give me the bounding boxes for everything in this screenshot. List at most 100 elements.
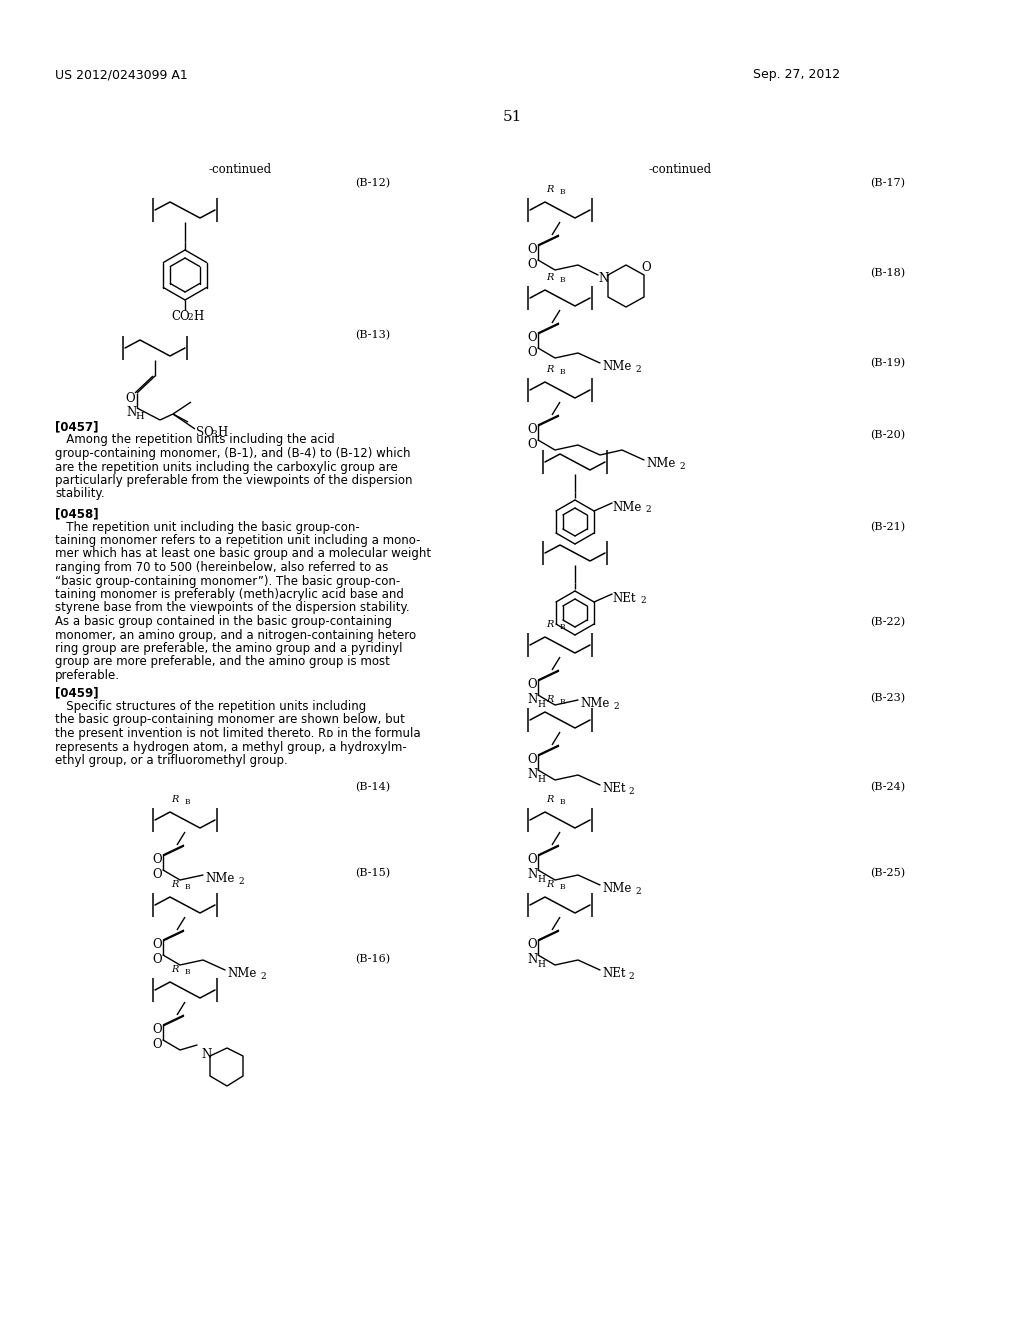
Text: taining monomer refers to a repetition unit including a mono-: taining monomer refers to a repetition u… (55, 535, 421, 546)
Text: stability.: stability. (55, 487, 104, 500)
Text: (B-12): (B-12) (355, 178, 390, 189)
Text: R: R (547, 185, 554, 194)
Text: H: H (217, 426, 227, 440)
Text: R: R (547, 795, 554, 804)
Text: (B-13): (B-13) (355, 330, 390, 341)
Text: R: R (547, 696, 554, 704)
Text: B: B (560, 276, 565, 284)
Text: O: O (152, 953, 162, 966)
Text: (B-16): (B-16) (355, 954, 390, 965)
Text: (B-24): (B-24) (870, 781, 905, 792)
Text: N: N (527, 768, 538, 781)
Text: 2: 2 (187, 313, 193, 322)
Text: NEt: NEt (602, 781, 626, 795)
Text: (B-19): (B-19) (870, 358, 905, 368)
Text: ring group are preferable, the amino group and a pyridinyl: ring group are preferable, the amino gro… (55, 642, 402, 655)
Text: (B-25): (B-25) (870, 869, 905, 878)
Text: O: O (125, 392, 134, 405)
Text: 2: 2 (635, 887, 641, 896)
Text: NMe: NMe (580, 697, 609, 710)
Text: O: O (152, 1023, 162, 1036)
Text: 2: 2 (645, 506, 650, 513)
Text: O: O (527, 257, 537, 271)
Text: the present invention is not limited thereto. Rᴅ in the formula: the present invention is not limited the… (55, 727, 421, 741)
Text: are the repetition units including the carboxylic group are: are the repetition units including the c… (55, 461, 397, 474)
Text: ranging from 70 to 500 (hereinbelow, also referred to as: ranging from 70 to 500 (hereinbelow, als… (55, 561, 388, 574)
Text: group are more preferable, and the amino group is most: group are more preferable, and the amino… (55, 656, 390, 668)
Text: B: B (560, 883, 565, 891)
Text: NMe: NMe (602, 360, 632, 374)
Text: B: B (185, 968, 190, 975)
Text: H: H (193, 310, 203, 323)
Text: R: R (547, 880, 554, 888)
Text: [0459]: [0459] (55, 686, 98, 700)
Text: US 2012/0243099 A1: US 2012/0243099 A1 (55, 69, 187, 81)
Text: NMe: NMe (205, 873, 234, 884)
Text: 2: 2 (628, 972, 634, 981)
Text: O: O (152, 939, 162, 950)
Text: (B-20): (B-20) (870, 430, 905, 441)
Text: N: N (527, 869, 538, 880)
Text: preferable.: preferable. (55, 669, 120, 682)
Text: B: B (560, 187, 565, 195)
Text: ethyl group, or a trifluoromethyl group.: ethyl group, or a trifluoromethyl group. (55, 754, 288, 767)
Text: (B-17): (B-17) (870, 178, 905, 189)
Text: N: N (126, 407, 136, 418)
Text: R: R (547, 366, 554, 374)
Text: O: O (527, 438, 537, 451)
Text: Specific structures of the repetition units including: Specific structures of the repetition un… (55, 700, 367, 713)
Text: R: R (547, 273, 554, 282)
Text: Among the repetition units including the acid: Among the repetition units including the… (55, 433, 335, 446)
Text: B: B (560, 623, 565, 631)
Text: “basic group-containing monomer”). The basic group-con-: “basic group-containing monomer”). The b… (55, 574, 400, 587)
Text: SO: SO (196, 426, 214, 440)
Text: O: O (152, 853, 162, 866)
Text: O: O (641, 261, 650, 275)
Text: the basic group-containing monomer are shown below, but: the basic group-containing monomer are s… (55, 714, 404, 726)
Text: As a basic group contained in the basic group-containing: As a basic group contained in the basic … (55, 615, 392, 628)
Text: N: N (527, 953, 538, 966)
Text: R: R (172, 795, 179, 804)
Text: O: O (527, 422, 537, 436)
Text: (B-23): (B-23) (870, 693, 905, 704)
Text: O: O (527, 331, 537, 345)
Text: O: O (527, 678, 537, 690)
Text: H: H (537, 960, 545, 969)
Text: O: O (527, 752, 537, 766)
Text: NMe: NMe (227, 968, 256, 979)
Text: R: R (547, 620, 554, 630)
Text: CO: CO (171, 310, 189, 323)
Text: (B-15): (B-15) (355, 869, 390, 878)
Text: H: H (537, 875, 545, 884)
Text: 51: 51 (503, 110, 521, 124)
Text: represents a hydrogen atom, a methyl group, a hydroxylm-: represents a hydrogen atom, a methyl gro… (55, 741, 407, 754)
Text: The repetition unit including the basic group-con-: The repetition unit including the basic … (55, 520, 359, 533)
Text: (B-21): (B-21) (870, 521, 905, 532)
Text: H: H (135, 412, 143, 421)
Text: NEt: NEt (612, 591, 636, 605)
Text: 2: 2 (613, 702, 618, 711)
Text: B: B (185, 799, 190, 807)
Text: H: H (537, 775, 545, 784)
Text: 3: 3 (211, 430, 217, 440)
Text: (B-14): (B-14) (355, 781, 390, 792)
Text: [0458]: [0458] (55, 507, 98, 520)
Text: O: O (152, 869, 162, 880)
Text: N: N (598, 272, 608, 285)
Text: B: B (185, 883, 190, 891)
Text: N: N (527, 693, 538, 706)
Text: NEt: NEt (602, 968, 626, 979)
Text: NMe: NMe (612, 502, 641, 513)
Text: H: H (537, 700, 545, 709)
Text: 2: 2 (635, 366, 641, 374)
Text: O: O (527, 939, 537, 950)
Text: 2: 2 (679, 462, 685, 471)
Text: 2: 2 (640, 597, 646, 605)
Text: (B-22): (B-22) (870, 616, 905, 627)
Text: 2: 2 (628, 787, 634, 796)
Text: -continued: -continued (648, 162, 712, 176)
Text: [0457]: [0457] (55, 420, 98, 433)
Text: group-containing monomer, (B-1), and (B-4) to (B-12) which: group-containing monomer, (B-1), and (B-… (55, 447, 411, 459)
Text: Sep. 27, 2012: Sep. 27, 2012 (753, 69, 840, 81)
Text: particularly preferable from the viewpoints of the dispersion: particularly preferable from the viewpoi… (55, 474, 413, 487)
